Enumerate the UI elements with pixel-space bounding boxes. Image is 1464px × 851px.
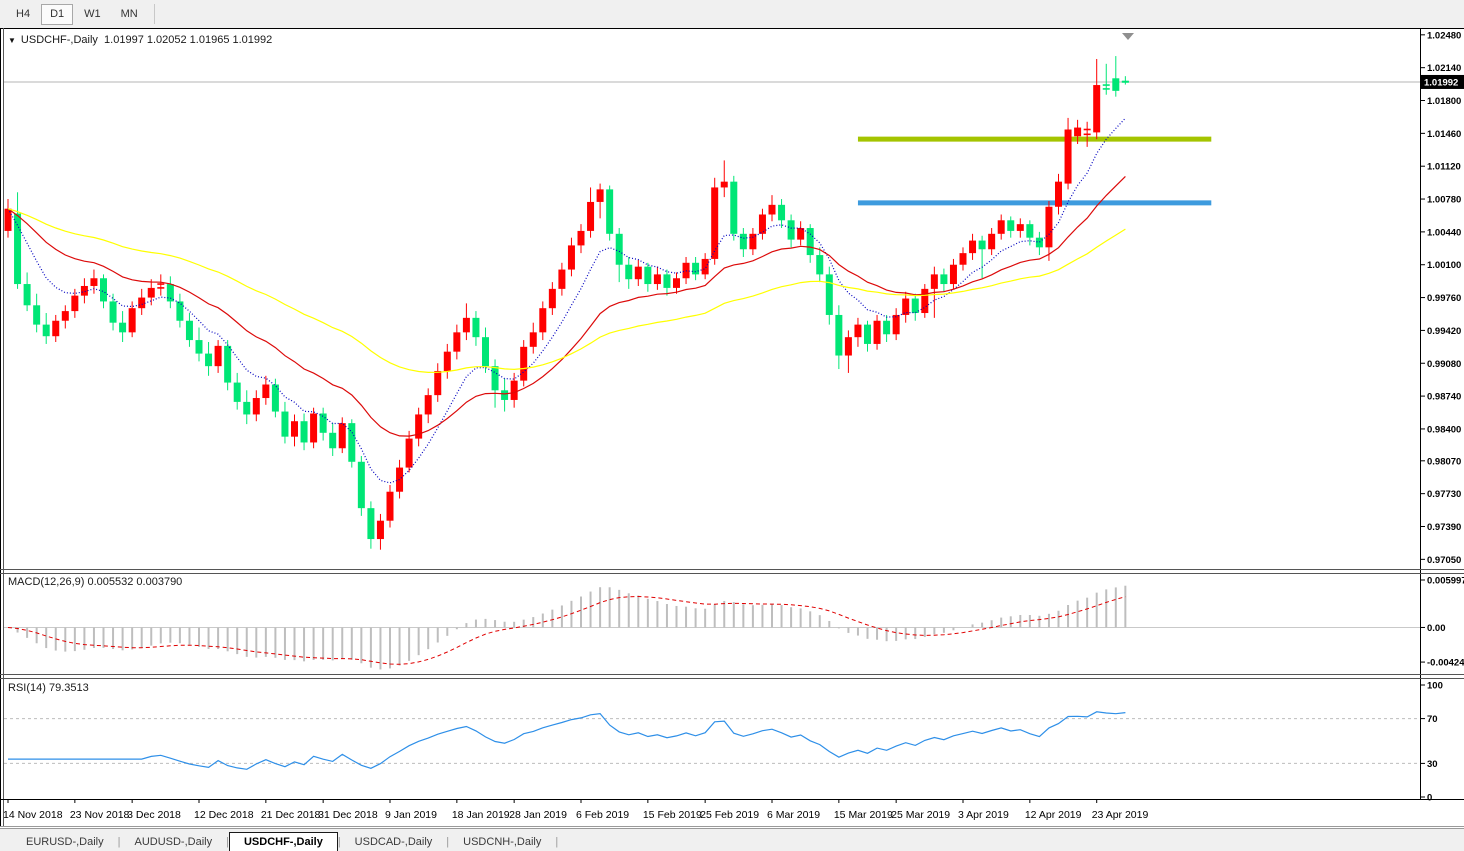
svg-text:31 Dec 2018: 31 Dec 2018 bbox=[318, 809, 378, 821]
svg-text:1.01800: 1.01800 bbox=[1427, 96, 1461, 107]
period-button-d1[interactable]: D1 bbox=[41, 3, 74, 25]
tab-usdcnh-daily[interactable]: USDCNH-,Daily bbox=[463, 836, 542, 848]
svg-text:12 Apr 2019: 12 Apr 2019 bbox=[1025, 809, 1082, 821]
macd-histogram bbox=[16, 585, 1127, 670]
period-button-h4[interactable]: H4 bbox=[7, 4, 39, 25]
rsi-value: 79.3513 bbox=[48, 682, 89, 694]
svg-text:23 Nov 2018: 23 Nov 2018 bbox=[70, 809, 130, 821]
svg-text:21 Dec 2018: 21 Dec 2018 bbox=[261, 809, 321, 821]
svg-text:0.98400: 0.98400 bbox=[1427, 424, 1461, 435]
chart-background bbox=[0, 28, 1464, 828]
svg-text:3 Dec 2018: 3 Dec 2018 bbox=[127, 809, 181, 821]
svg-text:9 Jan 2019: 9 Jan 2019 bbox=[385, 809, 437, 821]
svg-text:25 Mar 2019: 25 Mar 2019 bbox=[891, 809, 950, 821]
svg-text:100: 100 bbox=[1427, 681, 1443, 692]
rsi-axis: 100 70 30 0 bbox=[1421, 681, 1443, 804]
svg-text:28 Jan 2019: 28 Jan 2019 bbox=[509, 809, 567, 821]
macd-axis: 0.005997 0.00 -0.004244 bbox=[1421, 576, 1464, 669]
svg-text:0.00: 0.00 bbox=[1427, 623, 1446, 634]
svg-text:23 Apr 2019: 23 Apr 2019 bbox=[1092, 809, 1149, 821]
svg-text:30: 30 bbox=[1427, 759, 1438, 770]
chart-tab-bar: EURUSD-,Daily | AUDUSD-,Daily | USDCHF-,Dail… bbox=[0, 828, 1464, 851]
svg-text:12 Dec 2018: 12 Dec 2018 bbox=[194, 809, 254, 821]
svg-text:1.02140: 1.02140 bbox=[1427, 63, 1461, 74]
svg-text:0.98740: 0.98740 bbox=[1427, 392, 1461, 403]
ma-slow-line bbox=[7, 208, 1126, 374]
chart-window: 1.02480 1.02140 1.01800 1.01460 1.01120 1.007… bbox=[0, 28, 1464, 828]
candlestick-series bbox=[4, 56, 1129, 550]
svg-text:6 Feb 2019: 6 Feb 2019 bbox=[576, 809, 629, 821]
svg-text:6 Mar 2019: 6 Mar 2019 bbox=[767, 809, 820, 821]
ma-mid-line bbox=[7, 175, 1126, 437]
svg-text:0.97390: 0.97390 bbox=[1427, 522, 1461, 533]
svg-text:1.02480: 1.02480 bbox=[1427, 30, 1461, 41]
tab-separator: | bbox=[117, 836, 121, 848]
svg-text:1.01120: 1.01120 bbox=[1427, 162, 1461, 173]
svg-text:0.99760: 0.99760 bbox=[1427, 293, 1461, 304]
horizontal-line-objects bbox=[857, 136, 1212, 206]
tab-usdcad-daily[interactable]: USDCAD-,Daily bbox=[354, 836, 433, 848]
svg-text:1.01992: 1.01992 bbox=[1424, 77, 1458, 88]
current-price-label: 1.01992 bbox=[1420, 74, 1464, 89]
tab-audusd-daily[interactable]: AUDUSD-,Daily bbox=[134, 836, 213, 848]
svg-text:18 Jan 2019: 18 Jan 2019 bbox=[452, 809, 510, 821]
svg-text:1.00100: 1.00100 bbox=[1427, 260, 1461, 271]
svg-text:3 Apr 2019: 3 Apr 2019 bbox=[958, 809, 1009, 821]
svg-text:0.97050: 0.97050 bbox=[1427, 555, 1461, 566]
rsi-indicator-label: RSI(14) 79.3513 bbox=[8, 682, 89, 694]
period-button-w1[interactable]: W1 bbox=[75, 4, 110, 25]
svg-text:14 Nov 2018: 14 Nov 2018 bbox=[3, 809, 63, 821]
rsi-line bbox=[8, 711, 1126, 770]
period-toolbar: H4 D1 W1 MN bbox=[0, 0, 1464, 28]
svg-text:0.99420: 0.99420 bbox=[1427, 326, 1461, 337]
svg-text:0.98070: 0.98070 bbox=[1427, 456, 1461, 467]
svg-text:1.00440: 1.00440 bbox=[1427, 227, 1461, 238]
macd-signal-line bbox=[7, 595, 1126, 665]
period-button-mn[interactable]: MN bbox=[112, 4, 147, 25]
symbol-dropdown-icon[interactable]: ▼ bbox=[8, 36, 16, 45]
svg-text:70: 70 bbox=[1427, 714, 1438, 725]
svg-text:25 Feb 2019: 25 Feb 2019 bbox=[700, 809, 759, 821]
price-axis: 1.02480 1.02140 1.01800 1.01460 1.01120 1.007… bbox=[1421, 30, 1461, 566]
svg-text:15 Feb 2019: 15 Feb 2019 bbox=[643, 809, 702, 821]
svg-text:0.99080: 0.99080 bbox=[1427, 359, 1461, 370]
tab-eurusd-daily[interactable]: EURUSD-,Daily bbox=[26, 836, 104, 848]
svg-text:0.97730: 0.97730 bbox=[1427, 489, 1461, 500]
svg-text:0.005997: 0.005997 bbox=[1427, 576, 1464, 587]
tab-separator: | bbox=[337, 836, 341, 848]
tab-separator: | bbox=[226, 836, 229, 848]
macd-indicator-label: MACD(12,26,9) 0.005532 0.003790 bbox=[8, 576, 183, 588]
window-borders bbox=[0, 28, 1464, 827]
chart-title-ohlc: 1.01997 1.02052 1.01965 1.01992 bbox=[104, 34, 273, 46]
chart-canvas[interactable]: 1.02480 1.02140 1.01800 1.01460 1.01120 1.007… bbox=[0, 28, 1464, 828]
svg-text:1.01460: 1.01460 bbox=[1427, 129, 1461, 140]
chart-shift-marker[interactable] bbox=[1122, 33, 1134, 40]
svg-text:1.00780: 1.00780 bbox=[1427, 195, 1461, 206]
tab-separator: | bbox=[555, 836, 559, 848]
chart-title-symbol: USDCHF-,Daily bbox=[20, 34, 98, 46]
chart-title: ▼ USDCHF-,Daily 1.01997 1.02052 1.01965 1… bbox=[8, 34, 272, 46]
svg-text:0: 0 bbox=[1427, 793, 1432, 804]
svg-text:-0.004244: -0.004244 bbox=[1427, 658, 1464, 669]
svg-text:15 Mar 2019: 15 Mar 2019 bbox=[834, 809, 893, 821]
tab-usdchf-daily[interactable]: USDCHF-,Daily bbox=[228, 832, 338, 851]
ma-fast-line bbox=[7, 117, 1126, 484]
tab-separator: | bbox=[446, 836, 450, 848]
toolbar-separator bbox=[153, 4, 155, 24]
macd-values: 0.005532 0.003790 bbox=[87, 576, 183, 588]
